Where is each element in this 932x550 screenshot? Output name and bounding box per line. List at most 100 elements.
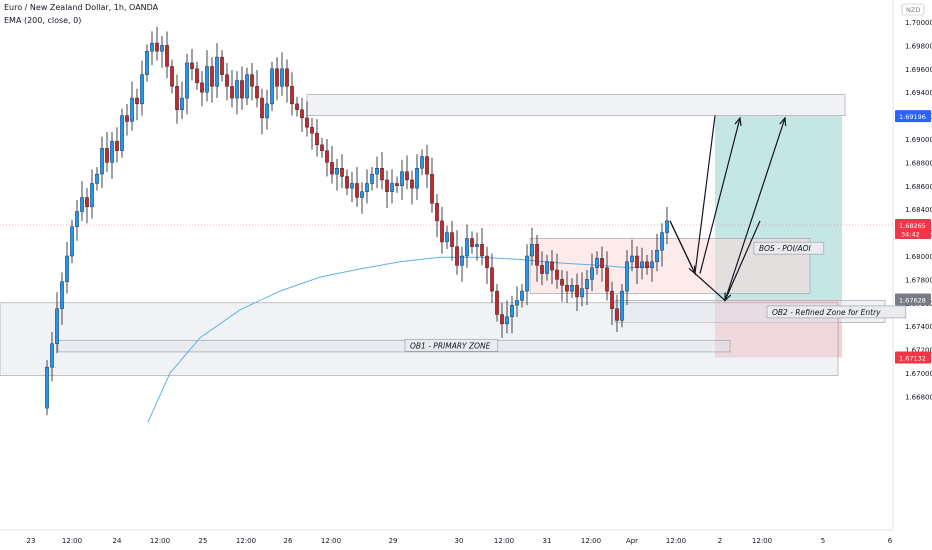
candle[interactable] — [385, 179, 389, 192]
candle[interactable] — [265, 103, 269, 119]
candle[interactable] — [125, 115, 129, 122]
candle[interactable] — [275, 68, 279, 87]
candle[interactable] — [240, 80, 244, 99]
candle[interactable] — [330, 162, 334, 175]
candle[interactable] — [610, 290, 614, 309]
zone-box[interactable] — [57, 339, 731, 353]
candle[interactable] — [185, 62, 189, 99]
candle[interactable] — [445, 232, 449, 243]
candle[interactable] — [625, 261, 629, 292]
candle[interactable] — [365, 183, 369, 192]
candle[interactable] — [205, 66, 209, 93]
candle[interactable] — [500, 314, 504, 325]
candle[interactable] — [375, 168, 379, 175]
candle[interactable] — [420, 156, 424, 169]
candle[interactable] — [85, 197, 89, 208]
candle[interactable] — [255, 86, 259, 99]
candle[interactable] — [605, 267, 609, 292]
candle[interactable] — [140, 74, 144, 105]
candle[interactable] — [400, 171, 404, 186]
candle[interactable] — [110, 141, 114, 163]
candle[interactable] — [55, 308, 59, 344]
candle[interactable] — [495, 290, 499, 315]
candle[interactable] — [200, 82, 204, 93]
candle[interactable] — [370, 173, 374, 184]
candle[interactable] — [410, 179, 414, 189]
candle[interactable] — [130, 97, 134, 122]
candle[interactable] — [135, 97, 139, 105]
candle[interactable] — [325, 150, 329, 163]
candle[interactable] — [335, 168, 339, 175]
candle[interactable] — [215, 56, 219, 87]
candle[interactable] — [295, 103, 299, 110]
candle[interactable] — [280, 68, 284, 87]
candle[interactable] — [560, 279, 564, 286]
candle[interactable] — [645, 261, 649, 268]
candle[interactable] — [305, 117, 309, 128]
candle[interactable] — [570, 285, 574, 292]
candle[interactable] — [100, 148, 104, 175]
candle[interactable] — [395, 183, 399, 187]
candle[interactable] — [665, 220, 669, 233]
candle[interactable] — [510, 304, 514, 318]
candle[interactable] — [155, 42, 159, 52]
candle[interactable] — [425, 156, 429, 175]
candle[interactable] — [535, 244, 539, 266]
candle[interactable] — [95, 173, 99, 184]
candle[interactable] — [475, 244, 479, 247]
candle[interactable] — [250, 74, 254, 87]
candle[interactable] — [460, 255, 464, 266]
candle[interactable] — [290, 86, 294, 105]
candle[interactable] — [615, 308, 619, 321]
candle[interactable] — [105, 148, 109, 163]
candle[interactable] — [545, 261, 549, 274]
candle[interactable] — [575, 285, 579, 298]
candle[interactable] — [345, 176, 349, 189]
candle[interactable] — [390, 183, 394, 192]
candle[interactable] — [340, 168, 344, 177]
candle[interactable] — [350, 183, 354, 189]
candle[interactable] — [520, 290, 524, 301]
candle[interactable] — [80, 197, 84, 212]
candle[interactable] — [270, 68, 274, 105]
candle[interactable] — [485, 255, 489, 268]
candle[interactable] — [315, 132, 319, 146]
candle[interactable] — [245, 74, 249, 99]
candle[interactable] — [530, 244, 534, 257]
currency-badge-box[interactable] — [901, 3, 925, 16]
candle[interactable] — [45, 366, 49, 409]
candle[interactable] — [600, 258, 604, 268]
candle[interactable] — [360, 191, 364, 198]
candle[interactable] — [465, 238, 469, 257]
candle[interactable] — [60, 281, 64, 309]
candle[interactable] — [470, 238, 474, 247]
candle[interactable] — [210, 66, 214, 87]
candle[interactable] — [660, 232, 664, 251]
candle[interactable] — [160, 45, 164, 52]
candle[interactable] — [225, 74, 229, 87]
candle[interactable] — [655, 249, 659, 263]
candle[interactable] — [380, 168, 384, 181]
candle[interactable] — [405, 171, 409, 181]
candle[interactable] — [320, 144, 324, 151]
candle[interactable] — [115, 141, 119, 151]
candle[interactable] — [450, 232, 454, 247]
candle[interactable] — [300, 109, 304, 119]
candle[interactable] — [585, 279, 589, 289]
candle[interactable] — [145, 51, 149, 75]
candle[interactable] — [515, 300, 519, 306]
candle[interactable] — [260, 97, 264, 119]
candle[interactable] — [75, 211, 79, 227]
candle[interactable] — [355, 183, 359, 198]
candle[interactable] — [50, 343, 54, 368]
candle[interactable] — [455, 246, 459, 266]
candle[interactable] — [170, 66, 174, 87]
candle[interactable] — [620, 290, 624, 321]
candle[interactable] — [635, 255, 639, 268]
candle[interactable] — [120, 115, 124, 151]
candle[interactable] — [165, 45, 169, 67]
candle[interactable] — [430, 173, 434, 204]
candle[interactable] — [90, 183, 94, 208]
candle[interactable] — [580, 288, 584, 298]
